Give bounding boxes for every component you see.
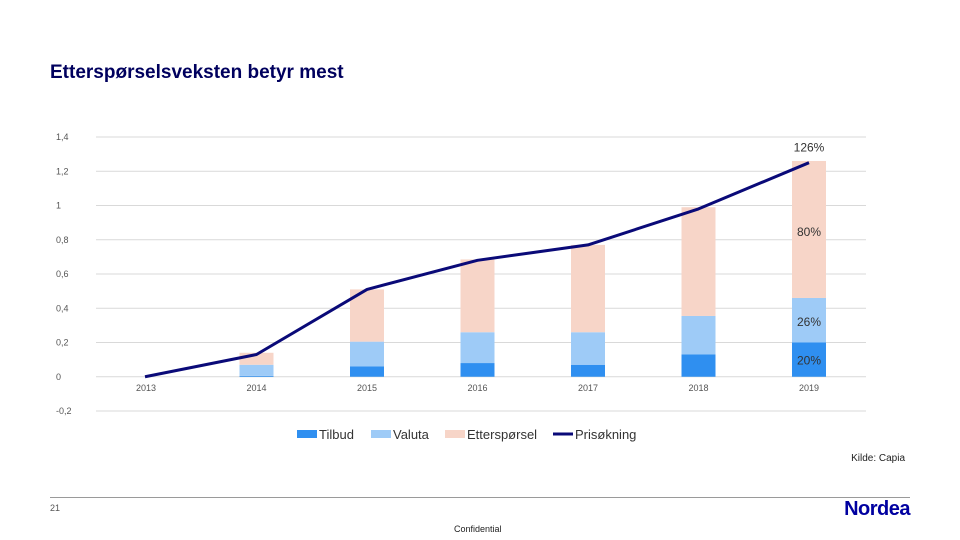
page-title: Etterspørselsveksten betyr mest [50, 62, 344, 83]
y-axis-ticks: -0,2 0 0,2 0,4 0,6 0,8 1 1,2 1,4 [56, 132, 72, 416]
legend-swatch-valuta [371, 430, 391, 438]
bar-valuta-2018 [681, 315, 716, 355]
y-tick-label: 0,2 [56, 338, 69, 348]
price-line [144, 161, 810, 379]
bar-ettersporsel-2015 [350, 289, 384, 342]
x-tick-label: 2015 [357, 383, 377, 393]
bar-tilbud-2018 [681, 354, 716, 377]
y-tick-label: 0,8 [56, 235, 69, 245]
page-number: 21 [50, 503, 61, 513]
bar-ettersporsel-2017 [571, 244, 605, 333]
bar-valuta-2017 [571, 332, 605, 365]
x-tick-label: 2016 [467, 383, 487, 393]
legend-swatch-ettersporsel [445, 430, 465, 438]
legend-label-valuta: Valuta [393, 427, 430, 442]
x-tick-label: 2014 [246, 383, 266, 393]
bar-ettersporsel-2014 [239, 352, 274, 365]
bar-tilbud-2015 [350, 366, 384, 377]
bar-tilbud-2016 [460, 363, 495, 377]
footer-divider [50, 497, 910, 498]
data-label: 80% [797, 225, 821, 239]
bar-ettersporsel-2018 [681, 207, 716, 316]
legend-swatch-tilbud [297, 430, 317, 438]
data-label: 20% [797, 353, 821, 367]
bar-tilbud-2017 [571, 364, 605, 377]
data-label: 126% [794, 140, 825, 154]
x-tick-label: 2013 [136, 383, 156, 393]
data-labels: 126% 80% 26% 20% [794, 140, 825, 367]
bar-tilbud-2014 [239, 375, 274, 377]
legend-label-ettersporsel: Etterspørsel [467, 427, 537, 442]
y-tick-label: 0,6 [56, 269, 69, 279]
bar-valuta-2016 [460, 332, 495, 364]
line-prisokning [144, 161, 810, 379]
x-tick-label: 2017 [578, 383, 598, 393]
y-tick-label: 0,4 [56, 303, 69, 313]
y-tick-label: 1,4 [56, 132, 69, 142]
bar-valuta-2019 [792, 297, 826, 343]
legend-label-prisokning: Prisøkning [575, 427, 636, 442]
x-tick-label: 2019 [799, 383, 819, 393]
bar-valuta-2015 [350, 341, 384, 367]
bar-tilbud-2019 [792, 342, 826, 377]
bar-ettersporsel-2016 [460, 259, 495, 333]
legend: Tilbud Valuta Etterspørsel Prisøkning [297, 427, 636, 442]
x-tick-label: 2018 [688, 383, 708, 393]
y-tick-label: -0,2 [56, 406, 72, 416]
nordea-logo: Nordea [844, 498, 910, 520]
x-axis-ticks: 2013 2014 2015 2016 2017 2018 2019 [136, 383, 819, 393]
bar-ettersporsel-2019 [792, 160, 826, 298]
bar-valuta-2014 [239, 364, 274, 376]
data-label: 26% [797, 315, 821, 329]
y-tick-label: 1,2 [56, 166, 69, 176]
source-note: Kilde: Capia [851, 453, 905, 464]
bars [239, 160, 826, 377]
y-tick-label: 0 [56, 372, 61, 382]
confidential-label: Confidential [454, 524, 502, 534]
legend-label-tilbud: Tilbud [319, 427, 354, 442]
y-tick-label: 1 [56, 201, 61, 211]
